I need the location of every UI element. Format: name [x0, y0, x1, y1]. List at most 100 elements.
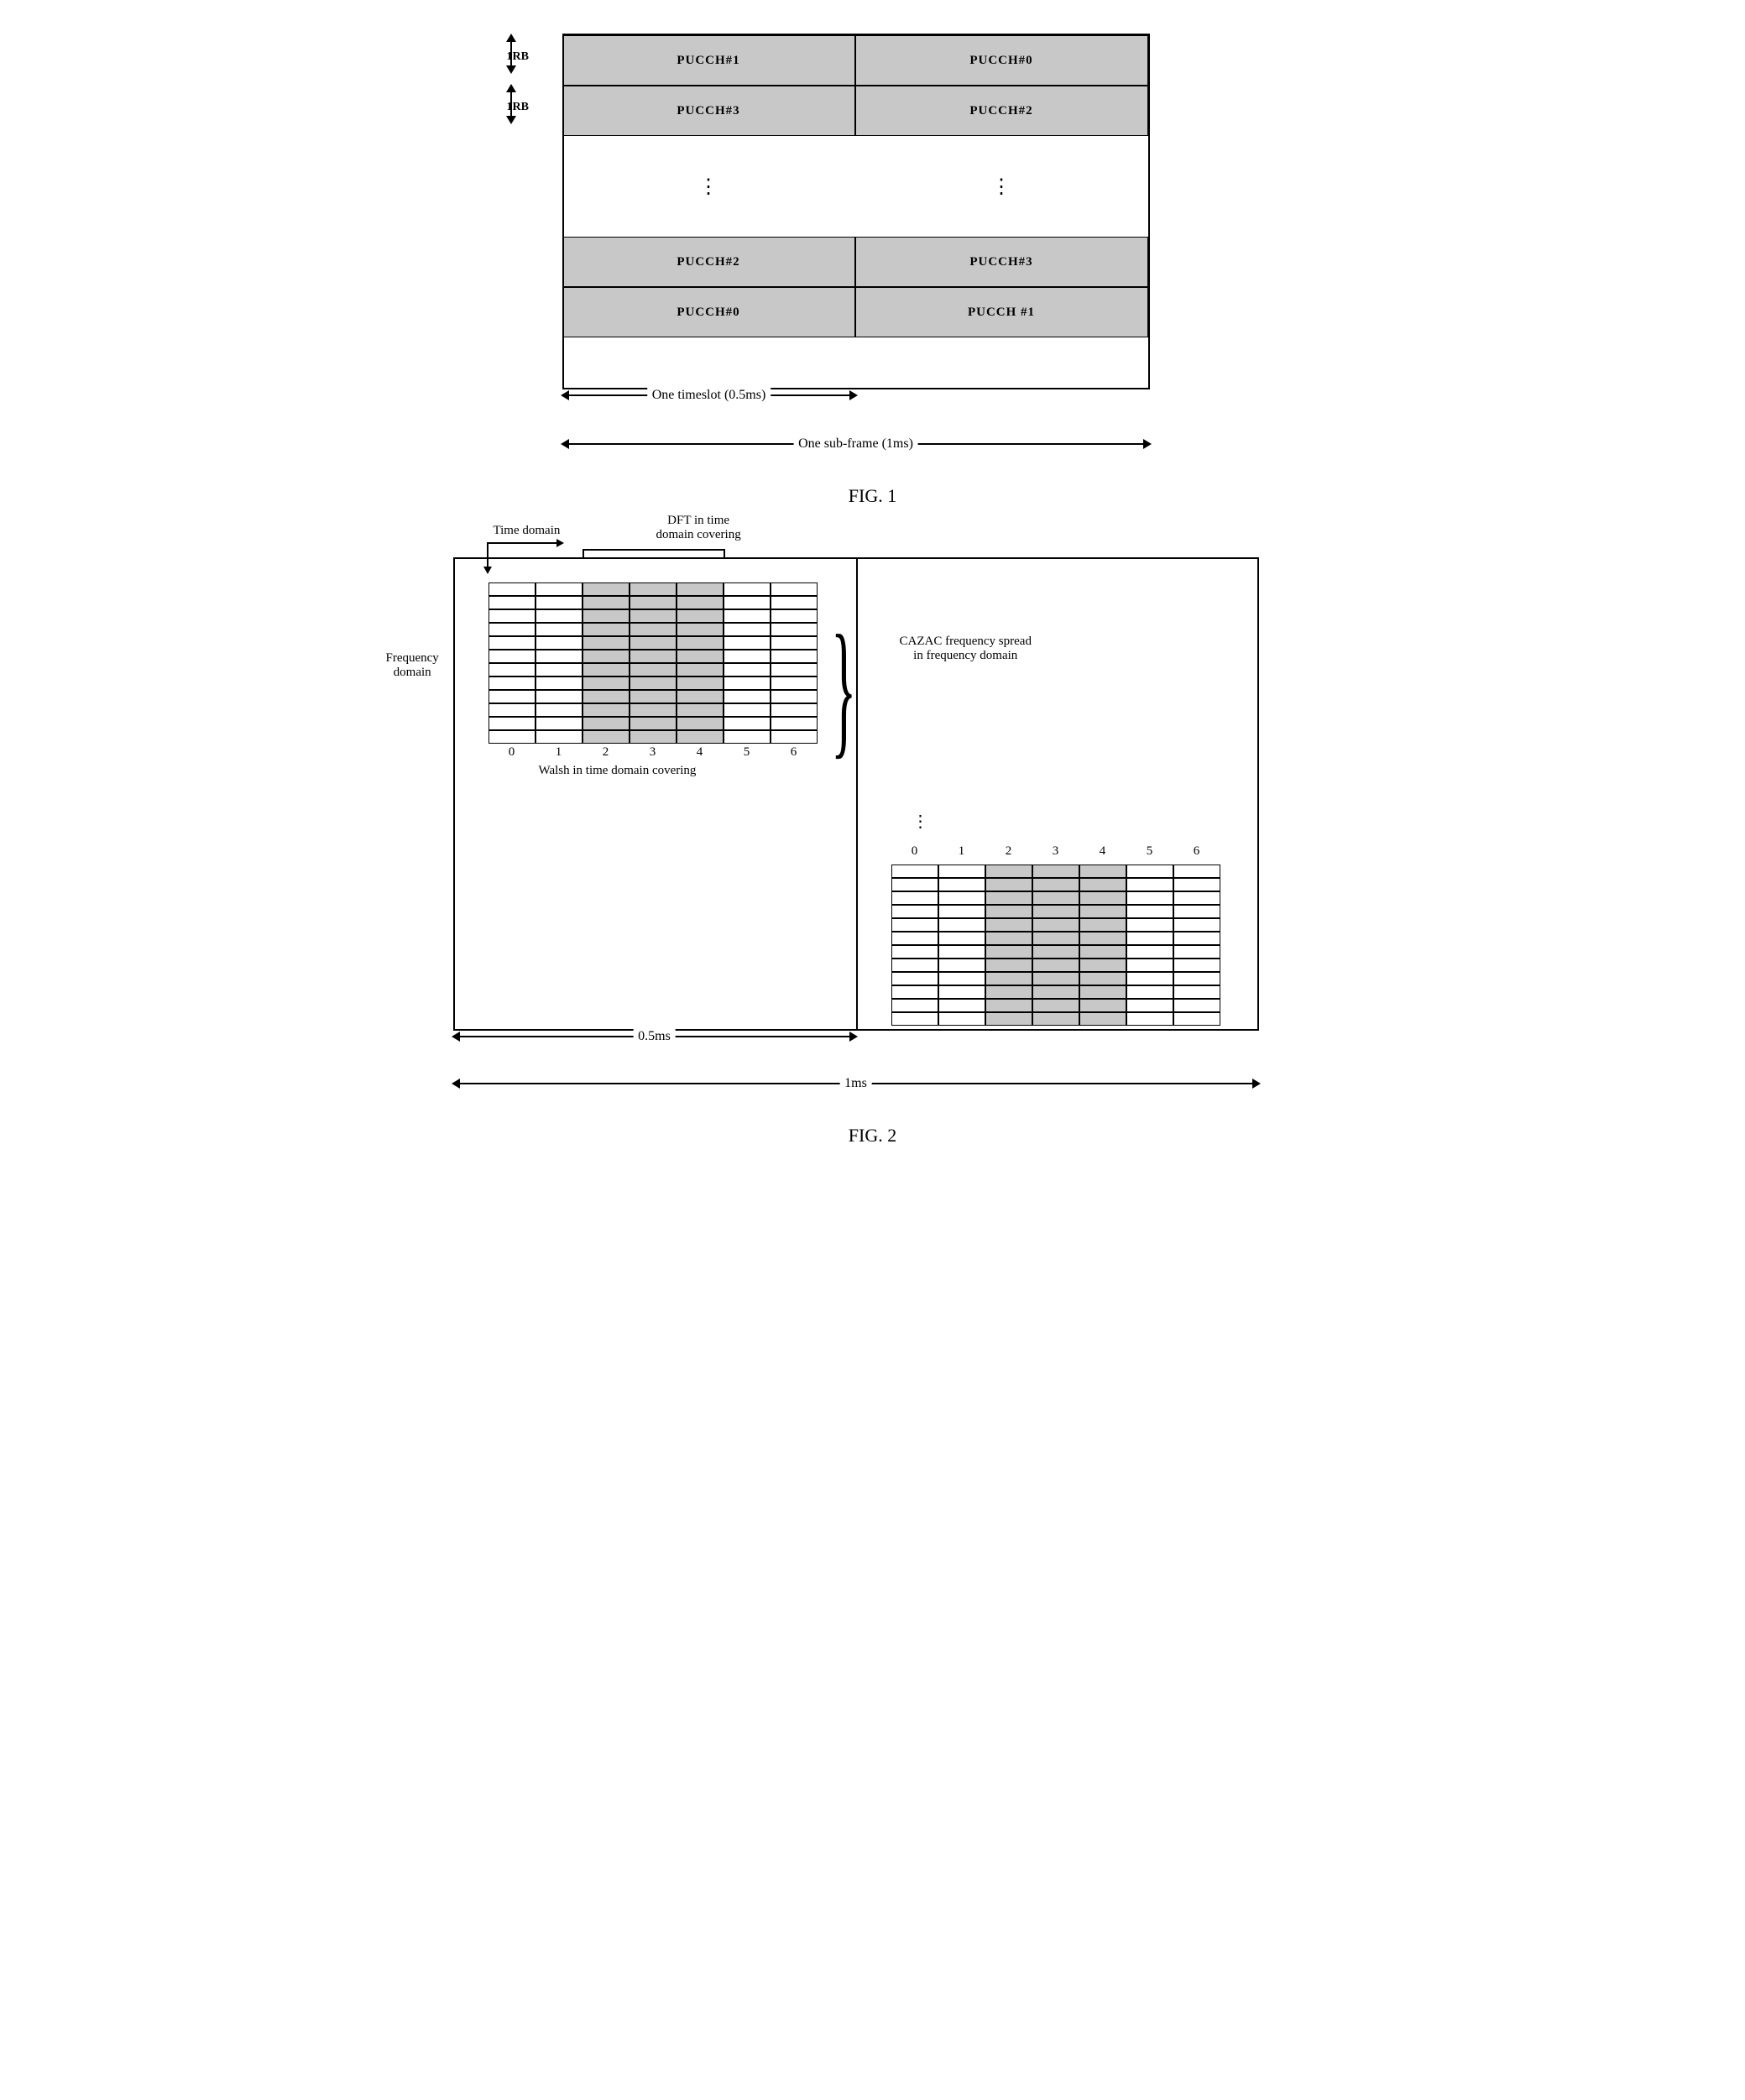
grid-cell [938, 905, 985, 918]
grid-cell [1079, 891, 1126, 905]
grid-cell [1126, 918, 1173, 932]
grid-cell [488, 650, 536, 663]
grid-cell [488, 623, 536, 636]
grid-row [891, 945, 1220, 959]
halfms-dimension: 0.5ms [453, 1036, 1259, 1061]
grid-cell [1126, 959, 1173, 972]
grid-cell [1079, 1012, 1126, 1026]
grid-cell [536, 623, 583, 636]
fullms-label: 1ms [839, 1076, 872, 1091]
grid-cell [583, 717, 630, 730]
col-number: 3 [630, 745, 677, 760]
grid-cell [488, 717, 536, 730]
col-number: 1 [938, 844, 985, 859]
grid-cell [938, 1012, 985, 1026]
grid-cell [536, 609, 583, 623]
grid-cell [724, 703, 771, 717]
grid-cell [1126, 999, 1173, 1012]
grid-cell [630, 676, 677, 690]
grid-cell [985, 999, 1032, 1012]
fig2-frame: 0123456 } CAZAC frequency spread in freq… [453, 557, 1259, 1031]
grid-cell [488, 596, 536, 609]
grid-cell [1126, 878, 1173, 891]
grid-row [488, 676, 818, 690]
grid-cell [771, 650, 818, 663]
grid-cell [985, 959, 1032, 972]
grid-cell [985, 972, 1032, 985]
fullms-dimension: 1ms [453, 1083, 1259, 1108]
grid-cell [891, 945, 938, 959]
fig2-caption: FIG. 2 [453, 1125, 1293, 1147]
rb-text-1: 1RB [507, 50, 529, 64]
col-number: 2 [985, 844, 1032, 859]
pucch-cell: PUCCH#1 [562, 35, 855, 86]
grid-cell [1032, 999, 1079, 1012]
grid-row [488, 636, 818, 650]
grid-cell [1173, 959, 1220, 972]
cazac-label: CAZAC frequency spread in frequency doma… [900, 635, 1032, 663]
grid-row [891, 891, 1220, 905]
col-number: 2 [583, 745, 630, 760]
grid-cell [985, 945, 1032, 959]
grid-cell [536, 596, 583, 609]
col-number: 5 [724, 745, 771, 760]
grid-cell [536, 582, 583, 596]
grid-cell [630, 582, 677, 596]
grid-cell [724, 730, 771, 744]
grid-cell [536, 650, 583, 663]
grid-cell [1032, 878, 1079, 891]
fig1-gap: ⋮⋮ [562, 136, 1148, 237]
grid-cell [583, 636, 630, 650]
grid-cell [1079, 959, 1126, 972]
grid-cell [677, 703, 724, 717]
fig1-rows: PUCCH#1PUCCH#0PUCCH#3PUCCH#2⋮⋮PUCCH#2PUC… [562, 35, 1148, 337]
grid-cell [583, 730, 630, 744]
grid-cell [1079, 865, 1126, 878]
subframe-dimension: One sub-frame (1ms) [562, 443, 1150, 468]
vdots-icon: ⋮ [562, 136, 855, 237]
rb-text-2: 1RB [507, 101, 529, 114]
col-number: 6 [1173, 844, 1220, 859]
grid-row [891, 918, 1220, 932]
grid-row [488, 623, 818, 636]
grid-cell [1126, 985, 1173, 999]
grid-cell [488, 663, 536, 676]
grid-cell [1173, 972, 1220, 985]
grid-cell [1126, 972, 1173, 985]
grid-cell [938, 985, 985, 999]
grid-cell [583, 703, 630, 717]
fig1-caption: FIG. 1 [495, 485, 1251, 507]
grid-cell [1173, 918, 1220, 932]
grid-cell [1079, 945, 1126, 959]
grid-row [488, 730, 818, 744]
pucch-cell: PUCCH#0 [855, 35, 1148, 86]
grid-cell [938, 865, 985, 878]
fig2-body: Time domain DFT in time domain covering … [453, 557, 1259, 1108]
grid-cell [985, 865, 1032, 878]
grid-cell [771, 703, 818, 717]
grid-row [891, 959, 1220, 972]
grid-cell [771, 730, 818, 744]
grid-cell [1126, 865, 1173, 878]
grid-cell [630, 596, 677, 609]
grid-cell [1079, 985, 1126, 999]
grid-cell [938, 945, 985, 959]
grid-cell [1126, 1012, 1173, 1026]
grid-cell [724, 596, 771, 609]
grid-cell [985, 878, 1032, 891]
grid-cell [630, 717, 677, 730]
grid-cell [677, 636, 724, 650]
grid-row [488, 596, 818, 609]
grid-cell [771, 596, 818, 609]
grid-cell [1032, 985, 1079, 999]
grid-cell [985, 905, 1032, 918]
pucch-cell: PUCCH#3 [855, 237, 1148, 287]
grid-cell [1173, 945, 1220, 959]
grid-upper-left [488, 582, 818, 744]
grid-row [488, 690, 818, 703]
pucch-cell: PUCCH#0 [562, 287, 855, 337]
grid-cell [1079, 999, 1126, 1012]
fig1-row: PUCCH#1PUCCH#0 [562, 35, 1148, 86]
grid-cell [938, 999, 985, 1012]
grid-row [891, 865, 1220, 878]
